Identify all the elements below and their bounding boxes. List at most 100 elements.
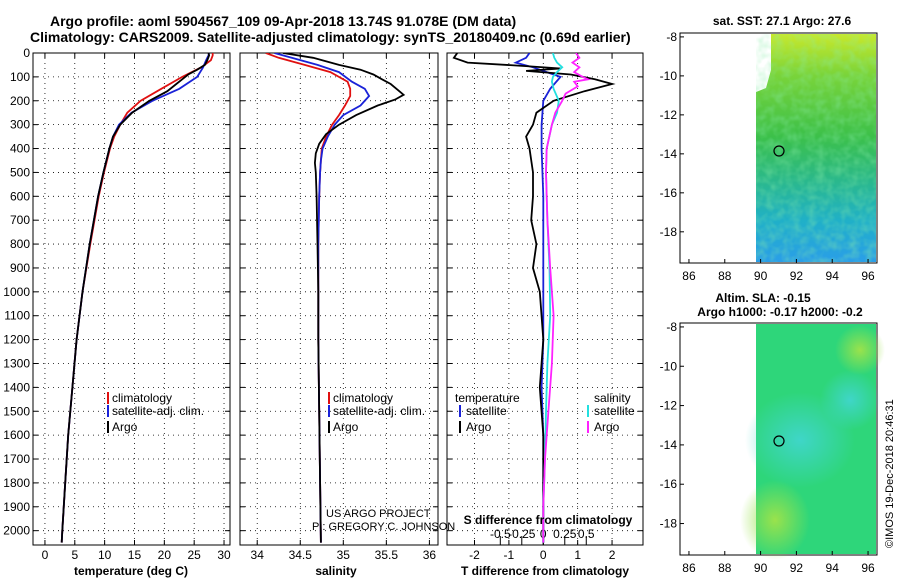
legend-satellite: satellite-adj. clim. <box>112 404 204 418</box>
lat-tick-label: -14 <box>660 438 678 452</box>
series-line-salinity-argo <box>542 53 591 543</box>
legend-t-argo: Argo <box>466 420 492 434</box>
x-tick-label: 30 <box>217 548 231 562</box>
depth-tick-label: 300 <box>10 118 30 132</box>
x-tick-label: 36 <box>423 548 437 562</box>
lon-tick-label: 94 <box>826 561 840 575</box>
top-x-tick-label: 0.5 <box>578 527 595 541</box>
x-tick-label: 0 <box>540 548 547 562</box>
lon-tick-label: 90 <box>754 269 768 283</box>
top-x-tick-label: 0.25 <box>553 527 577 541</box>
x-tick-label: 1 <box>574 548 581 562</box>
legend-salinity-heading: salinity <box>594 391 631 405</box>
depth-tick-label: 1200 <box>3 333 30 347</box>
legend-climatology: climatology <box>112 391 172 405</box>
legend-satellite: satellite-adj. clim. <box>333 404 425 418</box>
temperature-legend: climatology satellite-adj. clim. Argo <box>107 391 204 434</box>
lon-tick-label: 92 <box>790 561 804 575</box>
depth-tick-label: 1600 <box>3 428 30 442</box>
salinity-panel <box>239 52 439 546</box>
x-tick-label: 10 <box>98 548 112 562</box>
depth-tick-label: 900 <box>10 261 30 275</box>
depth-tick-label: 400 <box>10 142 30 156</box>
pi-label: PI: GREGORY C. JOHNSON <box>312 521 455 533</box>
difference-xlabel: T difference from climatology <box>461 564 629 578</box>
depth-tick-label: 1800 <box>3 476 30 490</box>
lon-tick-label: 88 <box>718 561 732 575</box>
series-line-argo <box>60 53 211 543</box>
x-tick-label: 15 <box>128 548 142 562</box>
depth-tick-label: 2000 <box>3 524 30 538</box>
lon-tick-label: 92 <box>790 269 804 283</box>
x-tick-label: -1 <box>504 548 515 562</box>
salinity-legend: climatology satellite-adj. clim. Argo <box>328 391 425 434</box>
depth-tick-label: 100 <box>10 70 30 84</box>
lat-tick-label: -10 <box>660 359 678 373</box>
legend-argo: Argo <box>333 420 359 434</box>
temperature-xlabel: temperature (deg C) <box>74 564 188 578</box>
x-tick-label: 34 <box>251 548 265 562</box>
temperature-panel <box>32 52 231 546</box>
x-tick-label: 20 <box>158 548 172 562</box>
depth-tick-label: 0 <box>23 46 30 60</box>
lat-tick-label: -18 <box>660 225 678 239</box>
depth-tick-label: 1300 <box>3 356 30 370</box>
x-tick-label: -2 <box>469 548 480 562</box>
lat-tick-label: -16 <box>660 186 678 200</box>
difference-top-xlabel: S difference from climatology <box>464 513 633 527</box>
difference-legend-temperature: temperature satellite Argo <box>455 391 520 434</box>
title-line-2: Climatology: CARS2009. Satellite-adjuste… <box>30 29 631 45</box>
series-line-argo <box>282 53 406 543</box>
lon-tick-label: 86 <box>682 561 696 575</box>
x-tick-label: 0 <box>42 548 49 562</box>
lat-tick-label: -8 <box>666 30 677 44</box>
sst-map-field <box>756 34 876 262</box>
lon-tick-label: 94 <box>826 269 840 283</box>
imos-timestamp: ©IMOS 19-Dec-2018 20:46:31 <box>884 399 896 548</box>
lat-tick-label: -12 <box>660 108 678 122</box>
depth-tick-label: 600 <box>10 189 30 203</box>
x-tick-label: 35 <box>337 548 351 562</box>
top-x-tick-label: -0.25 <box>508 527 536 541</box>
title-line-1: Argo profile: aoml 5904567_109 09-Apr-20… <box>50 13 517 29</box>
lon-tick-label: 88 <box>718 269 732 283</box>
depth-tick-label: 500 <box>10 165 30 179</box>
legend-temperature-heading: temperature <box>455 391 520 405</box>
legend-s-argo: Argo <box>594 420 620 434</box>
sla-map-field <box>740 324 885 560</box>
series-line-temperature-argo <box>452 53 616 543</box>
sla-map-title-2: Argo h1000: -0.17 h2000: -0.2 <box>697 305 863 319</box>
x-tick-label: 2 <box>609 548 616 562</box>
lat-tick-label: -10 <box>660 69 678 83</box>
legend-argo: Argo <box>112 420 138 434</box>
depth-tick-label: 1700 <box>3 452 30 466</box>
x-tick-label: 25 <box>188 548 202 562</box>
x-tick-label: 34.5 <box>289 548 313 562</box>
lat-tick-label: -12 <box>660 399 678 413</box>
salinity-xlabel: salinity <box>315 564 357 578</box>
lat-tick-label: -16 <box>660 477 678 491</box>
depth-tick-label: 700 <box>10 213 30 227</box>
legend-t-satellite: satellite <box>466 404 507 418</box>
lon-tick-label: 90 <box>754 561 768 575</box>
top-x-tick-label: -0.5 <box>490 527 511 541</box>
sst-map-title: sat. SST: 27.1 Argo: 27.6 <box>713 14 852 28</box>
depth-tick-label: 800 <box>10 237 30 251</box>
sst-argo-marker <box>773 145 785 157</box>
lon-tick-label: 96 <box>861 269 875 283</box>
difference-legend-salinity: salinity satellite Argo <box>587 391 635 434</box>
legend-s-satellite: satellite <box>594 404 635 418</box>
sla-argo-marker <box>773 435 785 447</box>
project-label: US ARGO PROJECT <box>326 508 431 520</box>
depth-tick-label: 1500 <box>3 404 30 418</box>
legend-climatology: climatology <box>333 391 393 405</box>
x-tick-label: 35.5 <box>375 548 399 562</box>
lon-tick-label: 96 <box>861 561 875 575</box>
lon-tick-label: 86 <box>682 269 696 283</box>
depth-tick-label: 1400 <box>3 380 30 394</box>
x-tick-label: 5 <box>71 548 78 562</box>
lat-tick-label: -18 <box>660 517 678 531</box>
depth-tick-label: 1000 <box>3 285 30 299</box>
sla-map-title-1: Altim. SLA: -0.15 <box>715 291 811 305</box>
